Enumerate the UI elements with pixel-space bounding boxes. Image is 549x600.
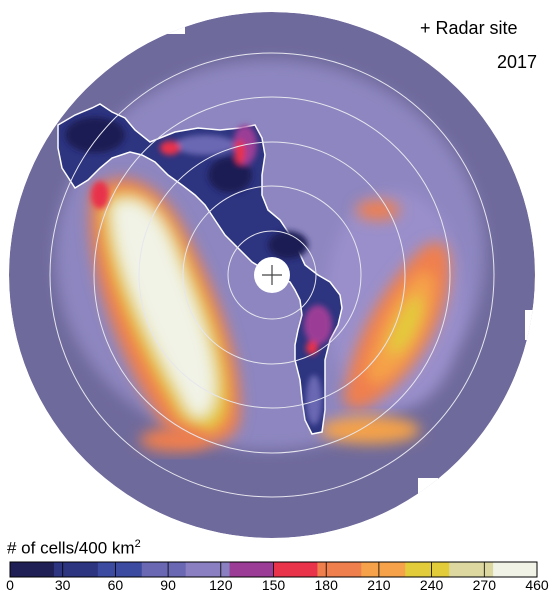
legend-swatch-4 <box>185 562 231 577</box>
legend-title-superscript: 2 <box>134 538 141 550</box>
legend-tick-label: 120 <box>209 577 233 593</box>
legend-tick-label: 60 <box>107 577 124 593</box>
range-rings <box>49 52 495 498</box>
legend-color-bar <box>9 561 538 578</box>
legend-title: # of cells/400 km2 <box>7 538 141 559</box>
legend-tick-label: 180 <box>314 577 338 593</box>
legend-swatch-0 <box>10 562 55 577</box>
east-high-density-band <box>343 200 451 410</box>
legend-tick-label: 210 <box>367 577 391 593</box>
legend-tick-label: 150 <box>261 577 286 593</box>
radar-site-text: Radar site <box>435 18 518 38</box>
radar-coverage-disk <box>9 12 535 538</box>
legend-swatch-3 <box>141 562 187 577</box>
legend-tick-label: 240 <box>419 577 444 593</box>
legend-tick-label: 30 <box>54 577 71 593</box>
legend-tick-label: 0 <box>6 577 14 593</box>
legend-title-text: # of cells/400 km <box>7 538 135 558</box>
legend-swatch-2 <box>97 562 143 577</box>
radar-site-marker <box>262 265 282 285</box>
radar-site-marker-glyph: + <box>420 18 431 38</box>
legend-swatch-8 <box>361 562 406 577</box>
legend-swatch-6 <box>273 562 318 577</box>
legend-swatch-9 <box>405 562 450 577</box>
legend-tick-label: 270 <box>472 577 496 593</box>
legend-tick-label: 460 <box>525 577 549 593</box>
legend-swatch-5 <box>229 562 274 577</box>
radar-site-label: + Radar site <box>420 18 518 39</box>
legend-swatch-7 <box>317 562 362 577</box>
legend-swatch-10 <box>449 562 494 577</box>
legend-swatch-1 <box>53 562 99 577</box>
legend-swatch-11 <box>493 562 538 577</box>
legend-tick-label: 90 <box>160 577 176 593</box>
year-label: 2017 <box>497 52 538 72</box>
west-high-density-band <box>89 178 241 445</box>
